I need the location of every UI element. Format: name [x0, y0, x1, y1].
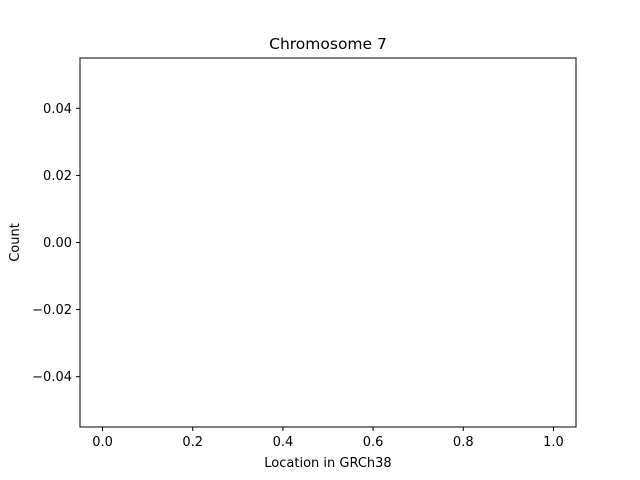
x-tick-label: 0.4 — [273, 435, 294, 450]
x-tick-label: 0.8 — [453, 435, 474, 450]
chart-title: Chromosome 7 — [269, 35, 387, 53]
y-tick-label: 0.04 — [43, 102, 72, 117]
y-axis: −0.04 −0.02 0.00 0.02 0.04 — [32, 102, 80, 385]
y-tick-label: −0.04 — [32, 370, 72, 385]
x-axis: 0.0 0.2 0.4 0.6 0.8 1.0 — [92, 427, 564, 450]
plot-area — [79, 57, 577, 428]
y-axis-label: Count — [8, 223, 23, 262]
x-tick-label: 1.0 — [543, 435, 564, 450]
x-tick-label: 0.2 — [182, 435, 203, 450]
y-tick-label: 0.02 — [43, 169, 72, 184]
x-tick-label: 0.6 — [363, 435, 384, 450]
x-tick-label: 0.0 — [92, 435, 113, 450]
y-tick-label: −0.02 — [32, 303, 72, 318]
x-axis-label: Location in GRCh38 — [264, 456, 391, 471]
y-tick-label: 0.00 — [43, 236, 72, 251]
